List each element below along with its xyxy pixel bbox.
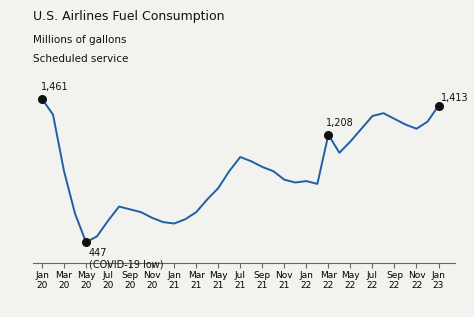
Text: 447
(COVID-19 low): 447 (COVID-19 low) <box>89 248 164 269</box>
Text: Millions of gallons: Millions of gallons <box>33 35 127 45</box>
Text: 1,208: 1,208 <box>326 118 353 128</box>
Text: 1,461: 1,461 <box>41 82 68 92</box>
Text: U.S. Airlines Fuel Consumption: U.S. Airlines Fuel Consumption <box>33 10 225 23</box>
Text: Scheduled service: Scheduled service <box>33 54 128 64</box>
Text: 1,413: 1,413 <box>441 93 469 103</box>
